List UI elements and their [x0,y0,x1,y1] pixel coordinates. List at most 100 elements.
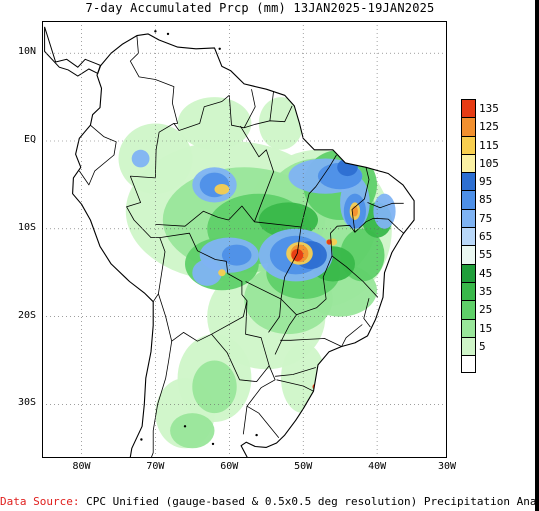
border-line [158,232,248,342]
border-line [155,210,229,227]
border-line [296,255,333,316]
precip-area [192,259,222,286]
lat-tick-label: 30S [17,397,36,409]
legend-level-label: 15 [479,321,493,335]
legend-row: 25 [461,300,521,319]
legend-row: 75 [461,208,521,228]
central-america-coast [44,26,102,77]
precip-area [192,360,237,414]
legend-row: 115 [461,135,521,154]
border-line [387,218,404,234]
legend-row: 15 [461,318,521,337]
data-source-text: CPC Unified (gauge-based & 0.5x0.5 deg r… [79,495,535,508]
precip-area [170,413,215,449]
precip-area [177,97,252,150]
legend-row: 35 [461,281,521,301]
lat-tick-label: EQ [23,134,36,145]
legend-row: 55 [461,245,521,264]
legend-swatch [461,245,476,264]
legend-swatch [461,99,476,118]
precipitation-map [42,21,447,458]
legend-swatch [461,117,476,136]
border-line [246,365,280,439]
legend-level-label: 125 [479,120,499,134]
lat-tick-label: 20S [17,309,36,321]
coastline [44,26,415,458]
figure-edge [535,0,539,511]
legend-level-label: 105 [479,156,499,170]
border-line [228,95,293,129]
lon-tick-label: 50W [294,461,313,472]
data-source-label: Data Source: [0,495,80,508]
border-line [351,167,370,233]
legend-level-label: 135 [479,102,499,115]
island-dot [211,442,215,446]
precip-field [118,97,396,449]
border-line [330,217,389,257]
legend-row: 85 [461,190,521,209]
legend-swatch [461,263,476,282]
border-line [280,338,342,347]
data-source-footer: Data Source: CPC Unified (gauge-based & … [0,495,535,508]
border-line [240,125,275,222]
legend-level-label: 115 [479,138,499,152]
precip-area [258,97,304,150]
border-line [268,226,302,333]
border-line [276,379,314,392]
map-border [42,21,447,458]
island-dot [140,438,143,441]
border-line [130,94,230,179]
precip-area [258,202,318,238]
border-line [129,35,179,124]
legend-level-label: 35 [479,284,493,298]
map-canvas [42,21,447,458]
border-line [150,341,173,458]
legend-row: 135 [461,99,521,118]
legend-row: 65 [461,227,521,246]
continent-coastline [72,33,415,458]
legend-swatch [461,208,476,228]
legend-level-label: 85 [479,193,493,207]
lon-tick-label: 80W [72,461,91,472]
legend-swatch [461,318,476,337]
precip-area [373,193,396,229]
precip-area [214,184,230,195]
border-line [363,298,371,328]
lon-tick-label: 40W [368,461,387,472]
lon-tick-label: 60W [220,461,239,472]
border-line [367,202,404,209]
legend-level-label: 75 [479,211,493,225]
legend-swatch [461,190,476,209]
border-line [243,89,256,128]
legend-row: 105 [461,153,521,173]
legend-swatch [461,135,476,154]
lon-tick-label: 30W [437,461,457,472]
legend-row: 5 [461,336,521,356]
precip-area [218,269,226,277]
lon-tick-label: 70W [146,461,165,472]
legend-swatch [461,172,476,191]
legend-swatch [461,153,476,173]
border-line [228,205,302,228]
lat-tick-label: 10N [17,46,36,58]
border-line [269,90,274,121]
border-line [245,281,297,355]
border-line [331,255,379,298]
legend-row: 45 [461,263,521,282]
legend-row: 125 [461,117,521,136]
legend-swatch [461,300,476,319]
map-title: 7-day Accumulated Prcp (mm) 13JAN2025-19… [85,1,435,15]
island-dot [183,425,187,428]
legend-level-label: 55 [479,248,493,262]
lat-tick-label: 10S [17,221,36,233]
border-line [300,154,337,228]
legend-swatch [461,227,476,246]
legend-level-label: 25 [479,303,493,317]
legend-level-label: 45 [479,266,493,280]
graticule [42,21,447,458]
border-line [275,367,316,377]
legend-level-label: 5 [479,339,486,353]
border-line [242,406,248,435]
legend-swatch [461,355,476,374]
precip-area [118,123,193,194]
